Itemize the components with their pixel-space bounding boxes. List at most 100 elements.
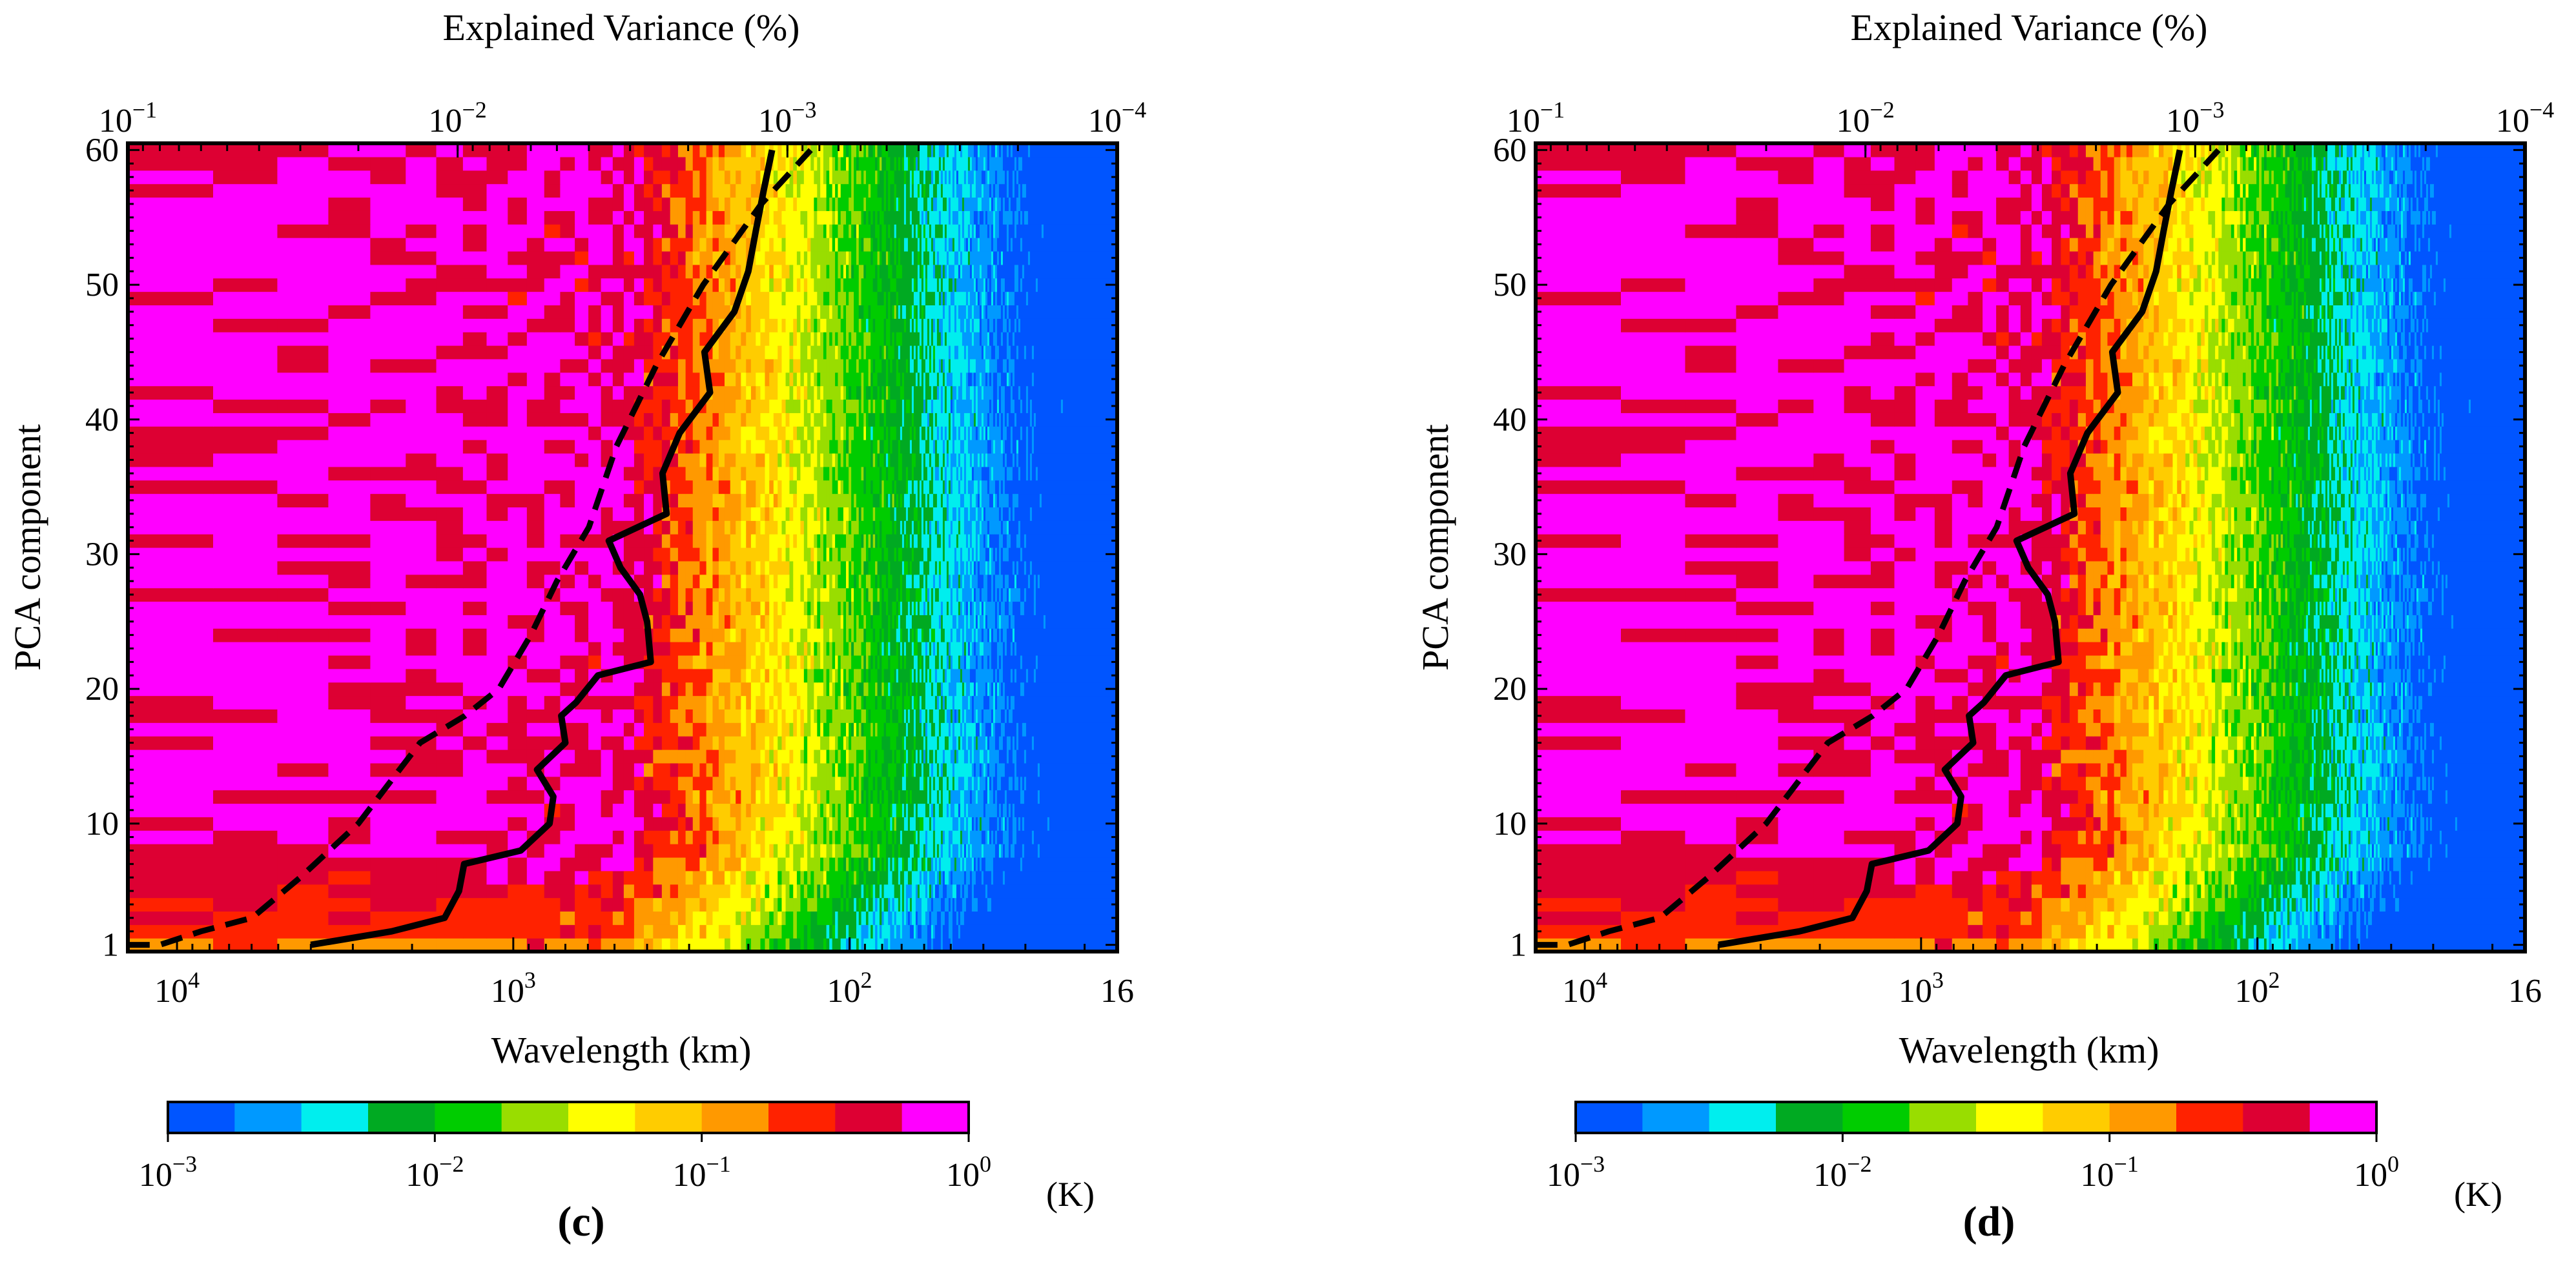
heatmap-cell	[909, 682, 912, 697]
heatmap-cell	[634, 722, 644, 737]
heatmap-cell	[785, 790, 790, 804]
heatmap-cell	[967, 682, 971, 697]
heatmap-cell	[929, 830, 932, 844]
heatmap-cell	[1097, 615, 1100, 629]
heatmap-cell	[907, 628, 911, 642]
heatmap-cell	[1101, 615, 1104, 629]
heatmap-cell	[900, 695, 903, 709]
heatmap-cell	[1097, 668, 1100, 683]
heatmap-cell	[940, 857, 943, 872]
heatmap-cell	[462, 817, 488, 831]
heatmap-cell	[128, 817, 214, 831]
heatmap-cell	[938, 844, 942, 858]
heatmap-cell	[1047, 830, 1050, 844]
heatmap-cell	[1033, 924, 1036, 939]
heatmap-cell	[996, 668, 1000, 683]
heatmap-cell	[1101, 938, 1104, 952]
heatmap-cell	[1025, 615, 1029, 629]
heatmap-cell	[946, 911, 949, 925]
heatmap-cell	[948, 682, 951, 697]
heatmap-cell	[1016, 911, 1019, 925]
heatmap-cell	[1105, 615, 1108, 629]
heatmap-cell	[902, 938, 905, 952]
heatmap-cell	[919, 790, 922, 804]
heatmap-cell	[462, 722, 488, 737]
heatmap-cell	[923, 911, 926, 925]
heatmap-cell	[328, 668, 371, 683]
heatmap-cell	[712, 762, 719, 777]
heatmap-cell	[826, 736, 830, 750]
heatmap-cell	[927, 817, 930, 831]
heatmap-cell	[1062, 924, 1066, 939]
heatmap-cell	[1091, 924, 1095, 939]
heatmap-cell	[868, 870, 871, 885]
heatmap-cell	[950, 709, 953, 723]
heatmap-cell	[677, 709, 686, 723]
heatmap-cell	[909, 736, 912, 750]
heatmap-cell	[817, 830, 821, 844]
heatmap-cell	[724, 870, 731, 885]
heatmap-cell	[1076, 857, 1079, 872]
heatmap-cell	[1099, 830, 1102, 844]
heatmap-cell	[905, 924, 909, 939]
heatmap-cell	[929, 790, 932, 804]
heatmap-cell	[1041, 830, 1044, 844]
heatmap-cell	[601, 911, 613, 925]
heatmap-cell	[406, 830, 437, 844]
heatmap-cell	[1035, 817, 1038, 831]
heatmap-cell	[987, 682, 990, 697]
heatmap-cell	[965, 830, 969, 844]
heatmap-cell	[1055, 668, 1058, 683]
heatmap-cell	[769, 897, 774, 912]
heatmap-cell	[991, 897, 994, 912]
heatmap-cell	[817, 628, 821, 642]
heatmap-cell	[919, 628, 922, 642]
heatmap-cell	[1047, 790, 1050, 804]
heatmap-cell	[1105, 642, 1108, 656]
heatmap-cell	[781, 736, 787, 750]
heatmap-cell	[996, 844, 1000, 858]
heatmap-cell	[946, 628, 949, 642]
heatmap-cell	[965, 655, 969, 669]
heatmap-cell	[969, 709, 973, 723]
heatmap-cell	[634, 776, 644, 791]
heatmap-cell	[486, 897, 508, 912]
heatmap-cell	[1084, 897, 1087, 912]
heatmap-cell	[677, 844, 686, 858]
heatmap-cell	[927, 736, 930, 750]
heatmap-cell	[933, 817, 936, 831]
heatmap-cell	[900, 615, 903, 629]
heatmap-cell	[718, 911, 725, 925]
heatmap-cell	[803, 762, 808, 777]
heatmap-cell	[1091, 911, 1095, 925]
heatmap-cell	[925, 924, 928, 939]
heatmap-cell	[875, 762, 878, 777]
heatmap-cell	[718, 655, 725, 669]
heatmap-cell	[328, 897, 371, 912]
heatmap-cell	[888, 655, 891, 669]
heatmap-cell	[946, 655, 949, 669]
heatmap-cell	[1051, 668, 1054, 683]
heatmap-cell	[1037, 762, 1040, 777]
heatmap-cell	[915, 938, 918, 952]
heatmap-cell	[653, 615, 663, 629]
heatmap-cell	[1024, 655, 1027, 669]
heatmap-cell	[1000, 736, 1004, 750]
heatmap-cell	[960, 911, 963, 925]
heatmap-cell	[1080, 695, 1083, 709]
heatmap-cell	[817, 722, 821, 737]
heatmap-cell	[817, 911, 821, 925]
heatmap-cell	[846, 911, 849, 925]
heatmap-cell	[892, 642, 895, 656]
heatmap-cell	[923, 817, 926, 831]
heatmap-cell	[1064, 655, 1067, 669]
heatmap-cell	[1029, 682, 1033, 697]
heatmap-cell	[803, 911, 808, 925]
heatmap-cell	[971, 762, 974, 777]
heatmap-cell	[781, 817, 787, 831]
heatmap-cell	[843, 844, 847, 858]
heatmap-cell	[760, 870, 766, 885]
heatmap-cell	[832, 736, 836, 750]
heatmap-cell	[929, 897, 932, 912]
heatmap-cell	[967, 655, 971, 669]
